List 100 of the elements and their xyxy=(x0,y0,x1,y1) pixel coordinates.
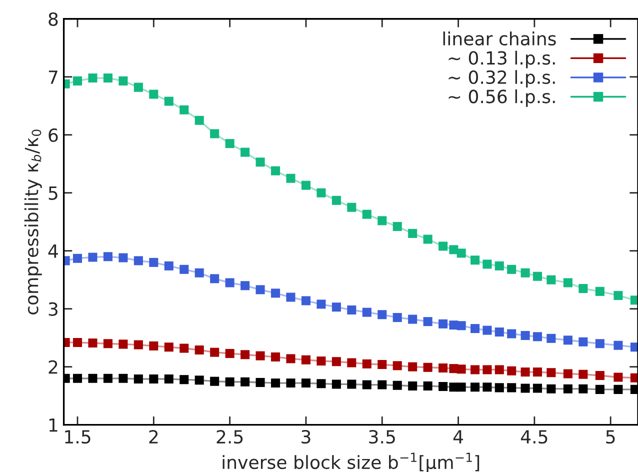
point xyxy=(532,272,542,281)
point xyxy=(378,216,387,226)
point xyxy=(180,375,189,384)
point xyxy=(392,222,402,231)
point xyxy=(286,378,296,388)
x-tick-label: 3.5 xyxy=(369,430,395,444)
point xyxy=(482,382,492,392)
point xyxy=(286,174,296,183)
point xyxy=(546,275,556,284)
point xyxy=(408,362,418,372)
point xyxy=(456,321,466,330)
y-tick-label: 2 xyxy=(48,360,58,374)
y-tick-label: 8 xyxy=(48,12,58,26)
point xyxy=(378,310,387,320)
point xyxy=(164,342,174,352)
point xyxy=(301,296,310,306)
point xyxy=(482,365,492,374)
point xyxy=(378,380,387,390)
point xyxy=(614,340,623,350)
point xyxy=(180,344,189,353)
point xyxy=(438,382,448,392)
point xyxy=(507,264,516,274)
point xyxy=(225,348,234,358)
y-tick-label: 7 xyxy=(48,70,58,84)
point xyxy=(408,314,418,324)
point xyxy=(88,374,98,383)
point xyxy=(240,148,250,157)
point xyxy=(578,384,588,394)
point xyxy=(225,278,234,288)
point xyxy=(595,370,604,380)
point xyxy=(392,380,402,390)
point xyxy=(438,363,448,372)
point xyxy=(546,384,556,394)
point xyxy=(494,383,504,392)
point xyxy=(520,268,530,278)
point xyxy=(392,313,402,322)
point xyxy=(347,358,356,368)
point xyxy=(456,364,466,374)
point xyxy=(470,256,480,265)
point xyxy=(563,336,572,345)
point xyxy=(240,377,250,386)
point xyxy=(595,339,604,348)
point xyxy=(378,360,387,370)
point xyxy=(103,74,112,83)
x-tick-label: 2.5 xyxy=(216,430,243,444)
point xyxy=(316,356,326,366)
point xyxy=(210,274,220,284)
point xyxy=(164,261,174,270)
point xyxy=(149,90,158,99)
point xyxy=(362,359,372,368)
point xyxy=(270,166,280,176)
point xyxy=(332,357,341,366)
point xyxy=(532,368,542,377)
point xyxy=(546,368,556,378)
legend-label: ∼ 0.13 l.p.s. xyxy=(448,50,555,68)
point xyxy=(470,382,480,392)
point xyxy=(494,365,504,374)
point xyxy=(520,384,530,393)
point xyxy=(563,278,572,288)
point xyxy=(149,258,158,267)
point xyxy=(546,334,556,343)
point xyxy=(408,228,418,238)
point xyxy=(103,374,112,383)
point xyxy=(256,378,265,387)
point xyxy=(194,376,204,385)
point xyxy=(316,379,326,388)
point xyxy=(362,210,372,219)
point xyxy=(438,319,448,328)
point xyxy=(423,317,432,326)
point xyxy=(301,180,310,190)
point xyxy=(72,374,82,383)
point xyxy=(438,242,448,251)
point xyxy=(210,376,220,386)
point xyxy=(347,202,356,212)
point xyxy=(332,196,341,205)
point xyxy=(316,300,326,309)
point xyxy=(532,332,542,342)
point xyxy=(316,188,326,198)
point xyxy=(494,261,504,270)
point xyxy=(134,340,143,350)
point xyxy=(532,384,542,393)
point xyxy=(578,370,588,379)
point xyxy=(578,284,588,294)
legend-label: linear chains xyxy=(443,32,556,46)
point xyxy=(614,372,623,382)
point xyxy=(72,338,82,347)
point xyxy=(332,380,341,389)
y-tick-label: 6 xyxy=(48,128,58,142)
point xyxy=(118,76,128,86)
point xyxy=(134,82,143,92)
y-tick-label: 4 xyxy=(48,244,58,258)
point xyxy=(563,369,572,378)
point xyxy=(149,341,158,350)
point xyxy=(270,288,280,298)
point xyxy=(240,350,250,360)
point xyxy=(563,384,572,394)
point xyxy=(149,374,158,384)
point xyxy=(103,339,112,348)
point xyxy=(507,383,516,392)
point xyxy=(270,378,280,388)
